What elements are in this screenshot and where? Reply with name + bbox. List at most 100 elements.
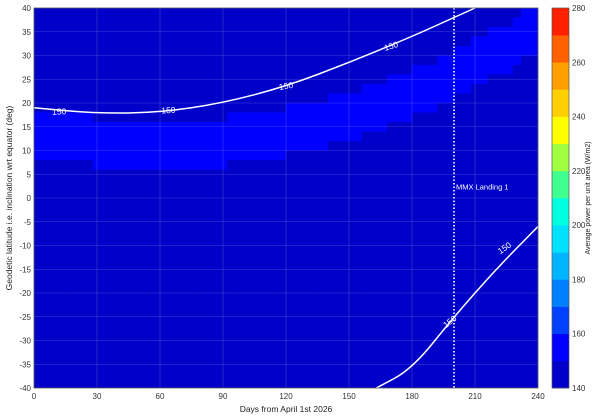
heatmap-cell	[344, 245, 354, 256]
heatmap-cell	[76, 321, 85, 332]
heatmap-cell	[395, 340, 405, 351]
heatmap-cell	[260, 255, 270, 266]
heatmap-cell	[521, 207, 531, 218]
heatmap-cell	[76, 46, 85, 57]
heatmap-cell	[176, 312, 186, 323]
heatmap-cell	[42, 179, 52, 190]
heatmap-cell	[412, 27, 421, 38]
heatmap-cell	[445, 188, 455, 199]
heatmap-cell	[302, 264, 312, 275]
heatmap-cell	[42, 369, 52, 380]
y-tick-label: 30	[22, 52, 31, 61]
heatmap-cell	[176, 141, 186, 152]
heatmap-cell	[504, 131, 514, 142]
heatmap-cell	[67, 312, 77, 323]
heatmap-cell	[218, 141, 228, 152]
heatmap-cell	[42, 27, 52, 38]
heatmap-cell	[353, 169, 363, 180]
heatmap-cell	[378, 321, 388, 332]
heatmap-cell	[235, 331, 245, 342]
heatmap-cell	[269, 150, 279, 161]
heatmap-cell	[235, 198, 245, 209]
heatmap-cell	[109, 74, 119, 85]
heatmap-cell	[529, 27, 538, 38]
heatmap-cell	[437, 236, 447, 247]
heatmap-cell	[92, 112, 102, 123]
heatmap-cell	[210, 207, 220, 218]
heatmap-cell	[126, 321, 136, 332]
heatmap-cell	[59, 150, 69, 161]
heatmap-cell	[202, 122, 211, 133]
heatmap-cell	[126, 255, 136, 266]
heatmap-cell	[227, 302, 237, 313]
heatmap-cell	[512, 340, 522, 351]
heatmap-cell	[344, 131, 354, 142]
heatmap-cell	[395, 331, 405, 342]
heatmap-cell	[521, 274, 531, 285]
heatmap-cell	[428, 141, 438, 152]
heatmap-cell	[118, 103, 127, 114]
x-tick-label: 180	[405, 392, 419, 401]
heatmap-cell	[126, 245, 136, 256]
heatmap-cell	[34, 122, 43, 133]
heatmap-cell	[319, 369, 329, 380]
heatmap-cell	[445, 179, 455, 190]
heatmap-cell	[227, 112, 237, 123]
heatmap-cell	[218, 217, 228, 228]
heatmap-cell	[50, 74, 60, 85]
heatmap-cell	[269, 226, 279, 237]
heatmap-cell	[504, 359, 514, 370]
heatmap-cell	[311, 283, 321, 294]
heatmap-cell	[84, 226, 94, 237]
heatmap-cell	[50, 236, 60, 247]
heatmap-cell	[487, 55, 497, 66]
heatmap-cell	[445, 302, 455, 313]
heatmap-cell	[118, 188, 127, 199]
heatmap-cell	[277, 141, 287, 152]
heatmap-cell	[193, 141, 203, 152]
heatmap-cell	[395, 255, 405, 266]
heatmap-cell	[521, 198, 531, 209]
heatmap-cell	[479, 274, 489, 285]
heatmap-cell	[412, 17, 421, 28]
heatmap-cell	[34, 65, 43, 76]
heatmap-cell	[76, 217, 85, 228]
heatmap-cell	[529, 264, 538, 275]
heatmap-cell	[353, 160, 363, 171]
heatmap-cell	[378, 112, 388, 123]
heatmap-cell	[101, 245, 111, 256]
heatmap-cell	[311, 198, 321, 209]
heatmap-cell	[109, 131, 119, 142]
heatmap-cell	[101, 378, 111, 388]
heatmap-cell	[143, 255, 153, 266]
heatmap-cell	[126, 179, 136, 190]
heatmap-cell	[420, 340, 430, 351]
heatmap-cell	[252, 255, 262, 266]
heatmap-cell	[445, 226, 455, 237]
heatmap-cell	[252, 150, 262, 161]
heatmap-cell	[244, 293, 253, 304]
heatmap-cell	[462, 321, 472, 332]
heatmap-cell	[428, 36, 438, 47]
heatmap-cell	[160, 131, 169, 142]
heatmap-cell	[336, 198, 346, 209]
heatmap-cell	[403, 17, 413, 28]
heatmap-cell	[403, 131, 413, 142]
heatmap-cell	[235, 350, 245, 361]
heatmap-cell	[193, 160, 203, 171]
heatmap-cell	[42, 236, 52, 247]
heatmap-cell	[504, 46, 514, 57]
heatmap-cell	[370, 74, 379, 85]
heatmap-cell	[92, 198, 102, 209]
heatmap-cell	[378, 378, 388, 388]
heatmap-cell	[344, 141, 354, 152]
heatmap-cell	[487, 179, 497, 190]
heatmap-cell	[210, 84, 220, 95]
heatmap-cell	[160, 283, 169, 294]
heatmap-cell	[412, 74, 421, 85]
heatmap-cell	[50, 103, 60, 114]
heatmap-cell	[277, 122, 287, 133]
heatmap-cell	[370, 150, 379, 161]
plot-frame	[33, 7, 539, 389]
heatmap-cell	[193, 350, 203, 361]
